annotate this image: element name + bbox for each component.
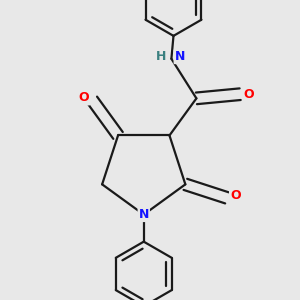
Text: O: O <box>79 92 89 104</box>
Text: H: H <box>156 50 166 63</box>
Text: N: N <box>175 50 185 63</box>
Text: N: N <box>139 208 149 221</box>
Text: O: O <box>230 189 241 202</box>
Text: O: O <box>243 88 254 101</box>
